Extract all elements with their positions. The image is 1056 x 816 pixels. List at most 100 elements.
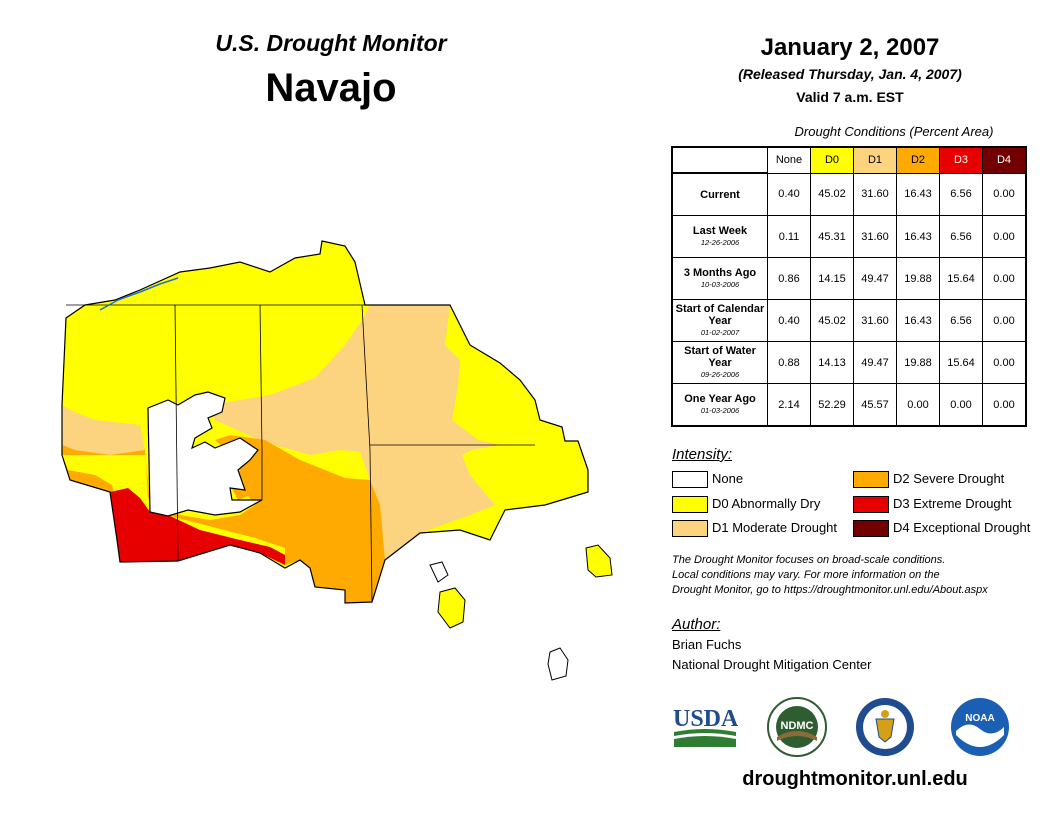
cell: 19.88 <box>896 257 940 300</box>
row-label: Start of Calendar Year 01-02-2007 <box>671 299 768 342</box>
disclaimer: The Drought Monitor focuses on broad-sca… <box>672 553 1042 598</box>
parcel-south-3 <box>547 647 569 681</box>
legend-title: Intensity: <box>672 446 733 463</box>
table-row: Last Week 12-26-2006 0.11 45.31 31.60 16.… <box>671 215 1027 258</box>
legend-item-d4: D4 Exceptional Drought <box>853 519 1031 538</box>
cell: 45.31 <box>810 215 854 258</box>
cell: 0.00 <box>982 341 1027 384</box>
legend-label: None <box>712 471 744 486</box>
legend-item-d2: D2 Severe Drought <box>853 470 1005 489</box>
drought-map <box>61 240 613 681</box>
cell: 52.29 <box>810 383 854 427</box>
ndmc-logo-text: NDMC <box>781 720 814 732</box>
cell: 16.43 <box>896 299 940 342</box>
website-link[interactable]: droughtmonitor.unl.edu <box>742 768 968 790</box>
map-date: January 2, 2007 <box>760 34 940 61</box>
cell: 14.15 <box>810 257 854 300</box>
row-label: One Year Ago 01-03-2006 <box>671 383 768 427</box>
cell: 0.00 <box>982 257 1027 300</box>
cell: 31.60 <box>853 299 897 342</box>
table-corner <box>672 147 768 174</box>
cell: 6.56 <box>939 299 983 342</box>
cell: 31.60 <box>853 172 897 216</box>
cell: 0.00 <box>896 383 940 427</box>
legend-label: D4 Exceptional Drought <box>893 520 1031 535</box>
cell: 19.88 <box>896 341 940 384</box>
region-title: Navajo <box>265 66 397 110</box>
noaa-logo: NOAA <box>951 698 1009 756</box>
col-none: None <box>767 146 811 174</box>
cell: 45.02 <box>810 299 854 342</box>
cell: 45.57 <box>853 383 897 427</box>
drought-conditions-table: None D0 D1 D2 D3 D4 Current 0.40 45.02 3… <box>671 146 1027 427</box>
cell: 15.64 <box>939 341 983 384</box>
col-d2: D2 <box>896 146 940 174</box>
valid-time: Valid 7 a.m. EST <box>796 89 904 105</box>
legend-swatch <box>853 471 889 489</box>
river <box>99 277 179 311</box>
table-row: One Year Ago 01-03-2006 2.14 52.29 45.57 … <box>671 383 1027 427</box>
cell: 6.56 <box>939 215 983 258</box>
legend-label: D3 Extreme Drought <box>893 496 1012 511</box>
cell: 0.00 <box>939 383 983 427</box>
col-d3: D3 <box>939 146 983 174</box>
cell: 49.47 <box>853 257 897 300</box>
cell: 0.40 <box>767 172 811 216</box>
legend-swatch <box>672 520 708 538</box>
cell: 6.56 <box>939 172 983 216</box>
table-caption: Drought Conditions (Percent Area) <box>794 124 994 139</box>
disclaimer-line: Drought Monitor, go to https://droughtmo… <box>672 584 988 596</box>
cell: 16.43 <box>896 215 940 258</box>
col-d0: D0 <box>810 146 854 174</box>
cell: 16.43 <box>896 172 940 216</box>
cell: 0.86 <box>767 257 811 300</box>
region-outline <box>61 240 589 604</box>
ndmc-logo: NDMC <box>767 697 827 757</box>
legend-item-d1: D1 Moderate Drought <box>672 519 837 538</box>
col-d4: D4 <box>982 146 1027 174</box>
d2-region <box>62 435 385 603</box>
author-name: Brian Fuchs <box>672 637 742 652</box>
noaa-logo-text: NOAA <box>965 713 994 724</box>
cell: 15.64 <box>939 257 983 300</box>
legend-swatch <box>672 496 708 514</box>
cell: 45.02 <box>810 172 854 216</box>
cell: 0.00 <box>982 383 1027 427</box>
cell: 0.00 <box>982 299 1027 342</box>
d1-region <box>62 305 500 560</box>
author-title: Author: <box>672 616 721 633</box>
legend-label: D2 Severe Drought <box>893 471 1005 486</box>
row-label: Current <box>671 172 768 216</box>
legend-swatch <box>672 471 708 489</box>
usda-logo: USDA <box>673 706 738 747</box>
cell: 31.60 <box>853 215 897 258</box>
legend-swatch <box>853 520 889 538</box>
legend-item-none: None <box>672 470 744 489</box>
row-label: Start of Water Year 09-26-2006 <box>671 341 768 384</box>
parcel-south-1 <box>437 587 466 629</box>
commerce-seal <box>856 698 914 756</box>
cell: 0.88 <box>767 341 811 384</box>
table-row: 3 Months Ago 10-03-2006 0.86 14.15 49.47 … <box>671 257 1027 300</box>
table-row: Current 0.40 45.02 31.60 16.43 6.56 0.00 <box>671 172 1027 216</box>
row-label: 3 Months Ago 10-03-2006 <box>671 257 768 300</box>
cell: 14.13 <box>810 341 854 384</box>
table-header-row: None D0 D1 D2 D3 D4 <box>672 146 1027 174</box>
table-row: Start of Calendar Year 01-02-2007 0.40 45… <box>671 299 1027 342</box>
d3-region <box>110 488 285 565</box>
disclaimer-line: Local conditions may vary. For more info… <box>672 569 940 581</box>
legend-item-d3: D3 Extreme Drought <box>853 495 1012 514</box>
legend-item-d0: D0 Abnormally Dry <box>672 495 821 514</box>
cell: 2.14 <box>767 383 811 427</box>
legend-swatch <box>853 496 889 514</box>
row-label: Last Week 12-26-2006 <box>671 215 768 258</box>
legend-label: D0 Abnormally Dry <box>712 496 821 511</box>
parcel-south-2 <box>429 561 449 583</box>
disclaimer-line: The Drought Monitor focuses on broad-sca… <box>672 554 946 566</box>
usda-logo-text: USDA <box>673 706 738 732</box>
cell: 0.00 <box>982 215 1027 258</box>
cell: 49.47 <box>853 341 897 384</box>
author-org: National Drought Mitigation Center <box>672 657 872 672</box>
cell: 0.00 <box>982 172 1027 216</box>
parcel-east <box>585 544 613 578</box>
